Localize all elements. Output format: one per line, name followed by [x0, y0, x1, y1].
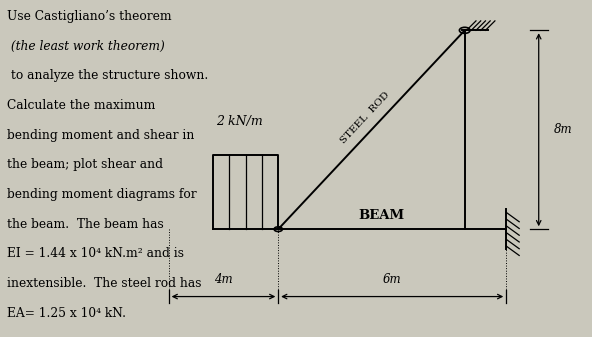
- Text: inextensible.  The steel rod has: inextensible. The steel rod has: [7, 277, 202, 290]
- Text: EI = 1.44 x 10⁴ kN.m² and is: EI = 1.44 x 10⁴ kN.m² and is: [7, 247, 184, 261]
- Text: the beam.  The beam has: the beam. The beam has: [7, 218, 164, 231]
- Text: 2 kN/m: 2 kN/m: [216, 115, 263, 128]
- Text: bending moment and shear in: bending moment and shear in: [7, 129, 195, 142]
- Text: EA= 1.25 x 10⁴ kN.: EA= 1.25 x 10⁴ kN.: [7, 307, 126, 320]
- Text: to analyze the structure shown.: to analyze the structure shown.: [7, 69, 208, 83]
- Text: the beam; plot shear and: the beam; plot shear and: [7, 158, 163, 172]
- Text: BEAM: BEAM: [359, 209, 405, 222]
- Text: bending moment diagrams for: bending moment diagrams for: [7, 188, 197, 201]
- Text: STEEL  ROD: STEEL ROD: [339, 90, 391, 146]
- Text: (the least work theorem): (the least work theorem): [7, 40, 165, 53]
- Text: Use Castigliano’s theorem: Use Castigliano’s theorem: [7, 10, 172, 23]
- Text: 4m: 4m: [214, 273, 233, 286]
- Text: Calculate the maximum: Calculate the maximum: [7, 99, 156, 112]
- Text: 8m: 8m: [554, 123, 572, 136]
- Text: 6m: 6m: [383, 273, 401, 286]
